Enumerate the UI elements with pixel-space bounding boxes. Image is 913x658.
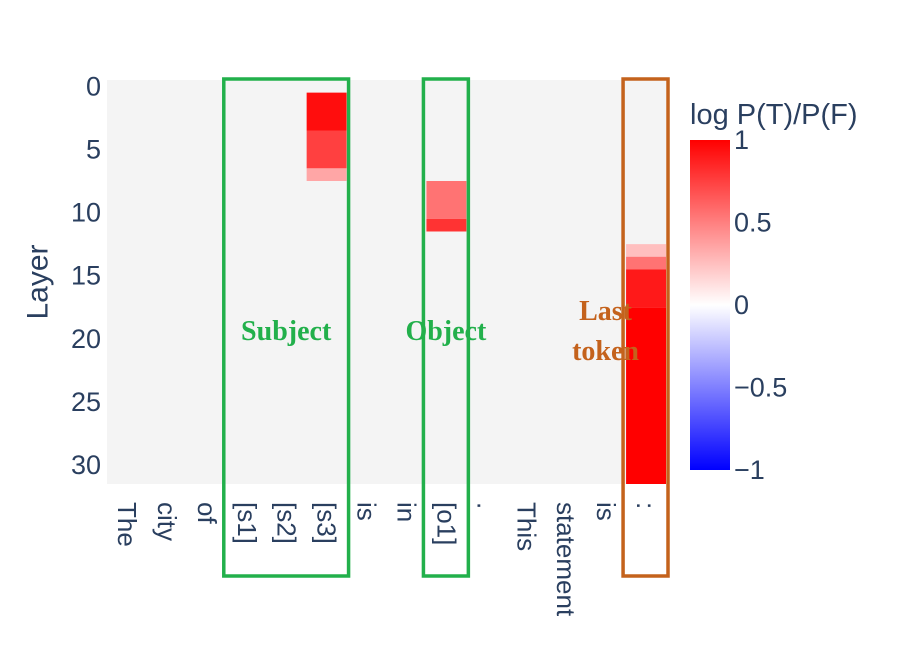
y-tick-label: 0 — [86, 71, 101, 101]
colorbar-tick-label: 0 — [734, 290, 749, 320]
x-tick-label: . — [471, 502, 501, 509]
colorbar-tick-label: 0.5 — [734, 208, 772, 238]
x-tick-label: [o1] — [431, 502, 461, 545]
annotation-boxes: Subject Object Last token — [222, 77, 670, 578]
x-tick-label: : — [631, 502, 661, 509]
heatmap-cells — [306, 92, 666, 484]
y-tick-label: 10 — [71, 198, 101, 228]
heatmap-cell — [306, 92, 347, 131]
x-tick-label: [s1] — [232, 502, 262, 544]
annotation-box — [621, 77, 670, 578]
colorbar-tick-label: −1 — [734, 455, 765, 485]
colorbar: log P(T)/P(F)1 0.5 0 −0.5 −1 — [690, 99, 858, 485]
annotation-box — [421, 77, 471, 578]
x-axis-ticks: The city of [s1] [s2] [s3] is in [o1]. This statem… — [112, 502, 661, 617]
y-axis-label: Layer — [22, 244, 55, 319]
x-tick-label: [s3] — [312, 502, 342, 544]
y-tick-label: 5 — [86, 134, 101, 164]
x-tick-label: is — [591, 502, 621, 521]
y-tick-label: 15 — [71, 261, 101, 291]
colorbar-title: log P(T)/P(F) — [690, 99, 858, 131]
y-tick-label: 30 — [71, 450, 101, 480]
heatmap-cell — [626, 307, 666, 484]
y-tick-label: 20 — [71, 324, 101, 354]
colorbar-gradient — [690, 140, 730, 470]
x-tick-label: This — [511, 502, 541, 551]
plot-background — [107, 80, 666, 484]
x-tick-label: is — [352, 502, 382, 521]
annotation-box — [222, 77, 351, 578]
annotation-label: Object — [405, 316, 487, 347]
annotation-label: Subject — [241, 316, 332, 347]
heatmap-cell — [626, 256, 666, 270]
x-tick-label: statement — [551, 502, 581, 617]
heatmap-cell — [426, 181, 467, 219]
colorbar-tick-label: 1 — [734, 125, 749, 155]
heatmap-cell — [306, 130, 347, 169]
y-axis-ticks: 0 5 10 15 20 25 30 — [71, 71, 101, 480]
x-tick-label: [s2] — [272, 502, 302, 544]
heatmap-cell — [306, 168, 347, 181]
colorbar-tick-label: −0.5 — [734, 373, 787, 403]
y-tick-label: 25 — [71, 387, 101, 417]
x-tick-label: The — [112, 502, 142, 547]
heatmap-cell — [626, 244, 666, 257]
x-tick-label: of — [192, 502, 222, 524]
annotation-label: Last — [579, 296, 633, 327]
annotation-label: token — [572, 336, 639, 367]
x-tick-label: in — [391, 502, 421, 522]
heatmap-cell — [626, 269, 666, 308]
heatmap-cell — [426, 218, 467, 232]
x-tick-label: city — [152, 502, 182, 541]
